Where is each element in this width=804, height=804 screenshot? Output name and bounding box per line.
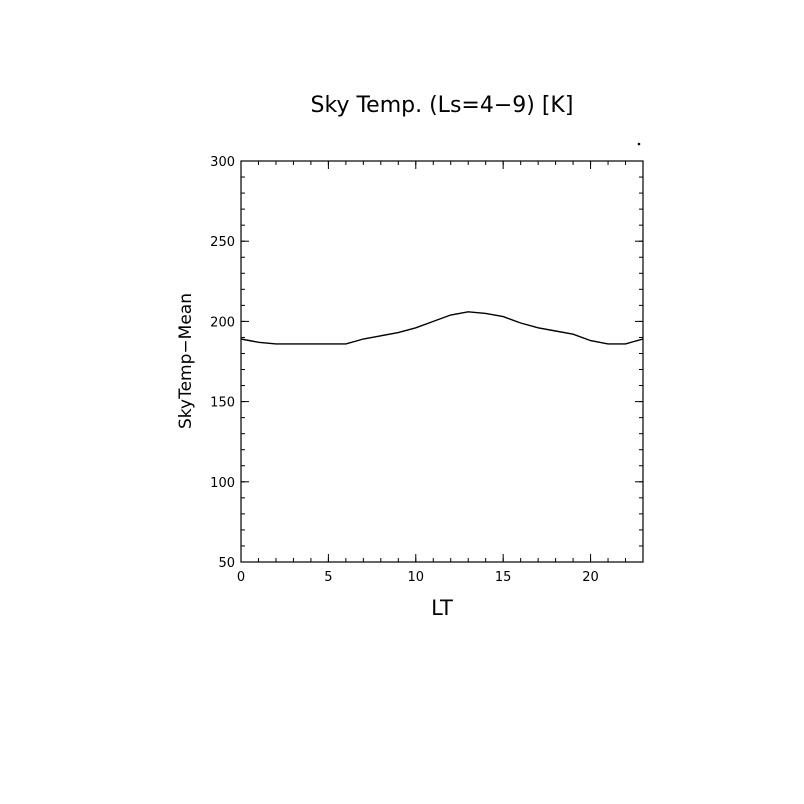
corner-dot bbox=[637, 142, 641, 146]
y-axis-label: SkyTemp−Mean bbox=[176, 293, 196, 429]
plot-frame bbox=[240, 160, 644, 563]
plot-area: 0 5 10 15 20 50 100 150 200 250 300 bbox=[210, 155, 644, 585]
y-tick-label: 200 bbox=[210, 315, 235, 330]
y-tick-label: 50 bbox=[218, 556, 235, 571]
x-tick-label: 5 bbox=[324, 570, 332, 585]
chart-title: Sky Temp. (Ls=4−9) [K] bbox=[311, 93, 574, 118]
series-line bbox=[240, 311, 644, 345]
y-tick-label: 250 bbox=[210, 235, 235, 250]
x-tick-label: 20 bbox=[582, 570, 599, 585]
x-axis-label: LT bbox=[431, 596, 453, 620]
x-tick-label: 0 bbox=[237, 570, 245, 585]
y-tick-label: 150 bbox=[210, 396, 235, 411]
x-tick-label: 15 bbox=[495, 570, 512, 585]
y-tick-label: 300 bbox=[210, 155, 235, 170]
y-tick-label: 100 bbox=[210, 476, 235, 491]
x-tick-label: 10 bbox=[408, 570, 425, 585]
